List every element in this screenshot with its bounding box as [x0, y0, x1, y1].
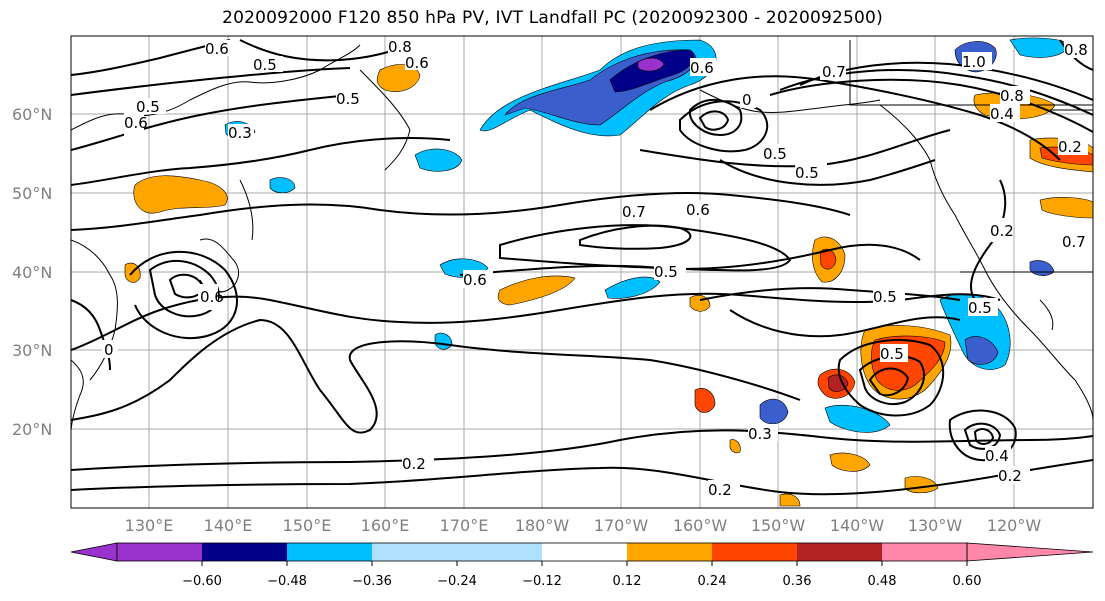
- colorbar-extend-min: [70, 542, 118, 562]
- colorbar-swatch: [372, 543, 457, 561]
- longitude-labels: 130°E 140°E 150°E 160°E 170°E 180°W 170°…: [125, 516, 1042, 535]
- contour-label: 0: [742, 91, 752, 109]
- colorbar-extend-max: [966, 542, 1094, 562]
- colorbar: −0.60 −0.48 −0.36 −0.24 −0.12 0.12 0.24 …: [70, 542, 1094, 589]
- contour-label: 0.5: [880, 345, 904, 363]
- lon-label: 130°W: [908, 516, 963, 535]
- contour-label: 0.6: [690, 59, 714, 77]
- colorbar-tick-label: −0.36: [352, 574, 392, 589]
- contour-label: 0.4: [990, 105, 1014, 123]
- colorbar-swatch: [797, 543, 882, 561]
- contour-label: 0.3: [228, 124, 252, 142]
- lon-label: 160°W: [673, 516, 728, 535]
- contour-label: 0.5: [795, 164, 819, 182]
- colorbar-swatch: [287, 543, 372, 561]
- colorbar-swatch: [712, 543, 797, 561]
- contour-label: 0.6: [124, 114, 148, 132]
- latitude-labels: 60°N 50°N 40°N 30°N 20°N: [12, 105, 52, 439]
- contour-label: 0.6: [686, 201, 710, 219]
- contour-label: 0.2: [1058, 138, 1082, 156]
- contour-label: 0.5: [253, 56, 277, 74]
- contour-label: 0: [104, 341, 114, 359]
- colorbar-ticks: [201, 561, 968, 566]
- contour-labels: 0.6 0.5 0.8 0.6 0.5 0.6 0.5 0.3 0.7 0.6 …: [102, 38, 1090, 499]
- map-frame: [70, 35, 1094, 509]
- contour-label: 0.6: [405, 54, 429, 72]
- contour-label: 0.6: [200, 288, 224, 306]
- colorbar-swatch: [882, 543, 967, 561]
- contour-label: 0.5: [654, 263, 678, 281]
- contour-label: 1.0: [962, 53, 986, 71]
- figure-title: 2020092000 F120 850 hPa PV, IVT Landfall…: [222, 8, 883, 28]
- ivt-contours: [71, 39, 1093, 496]
- lon-label: 130°E: [125, 516, 174, 535]
- lon-label: 160°E: [361, 516, 410, 535]
- contour-label: 0.3: [748, 425, 772, 443]
- colorbar-swatch: [457, 543, 542, 561]
- contour-label: 0.8: [1000, 87, 1024, 105]
- colorbar-tick-label: 0.24: [698, 574, 727, 589]
- contour-label: 0.8: [388, 38, 412, 56]
- colorbar-tick-label: 0.12: [613, 574, 642, 589]
- colorbar-tick-label: 0.60: [953, 574, 982, 589]
- colorbar-tick-label: 0.48: [868, 574, 897, 589]
- colorbar-tick-label: −0.48: [267, 574, 307, 589]
- lon-label: 150°E: [283, 516, 332, 535]
- contour-label: 0.5: [873, 288, 897, 306]
- contour-label: 0.5: [136, 98, 160, 116]
- contour-label: 0.4: [985, 447, 1009, 465]
- lon-label: 140°E: [204, 516, 253, 535]
- contour-label: 0.8: [1064, 41, 1088, 59]
- colorbar-swatch: [542, 543, 627, 561]
- contour-label: 0.2: [708, 481, 732, 499]
- contour-label: 0.5: [763, 145, 787, 163]
- lat-label: 40°N: [12, 263, 52, 282]
- lon-label: 140°W: [830, 516, 885, 535]
- contour-label: 0.2: [402, 455, 426, 473]
- colorbar-swatch: [627, 543, 712, 561]
- map-panel: 0.6 0.5 0.8 0.6 0.5 0.6 0.5 0.3 0.7 0.6 …: [71, 36, 1093, 508]
- lat-label: 60°N: [12, 105, 52, 124]
- contour-label: 0.2: [998, 467, 1022, 485]
- colorbar-tick-label: −0.24: [437, 574, 477, 589]
- contour-label: 0.2: [990, 222, 1014, 240]
- lat-label: 50°N: [12, 184, 52, 203]
- contour-label: 0.5: [336, 90, 360, 108]
- colorbar-swatch: [117, 543, 202, 561]
- colorbar-tick-label: −0.60: [182, 574, 222, 589]
- lon-label: 170°W: [594, 516, 649, 535]
- colorbar-tick-label: −0.12: [522, 574, 562, 589]
- lat-label: 30°N: [12, 341, 52, 360]
- contour-label: 0.5: [968, 299, 992, 317]
- contour-label: 0.6: [463, 271, 487, 289]
- lon-label: 180°W: [515, 516, 570, 535]
- contour-label: 0.6: [205, 40, 229, 58]
- lon-label: 120°W: [987, 516, 1042, 535]
- contour-label: 0.7: [1062, 233, 1086, 251]
- colorbar-tick-label: 0.36: [783, 574, 812, 589]
- contour-label: 0.7: [622, 203, 646, 221]
- lon-label: 150°W: [751, 516, 806, 535]
- lon-label: 170°E: [440, 516, 489, 535]
- lat-label: 20°N: [12, 420, 52, 439]
- colorbar-swatch: [202, 543, 287, 561]
- contour-label: 0.7: [822, 63, 846, 81]
